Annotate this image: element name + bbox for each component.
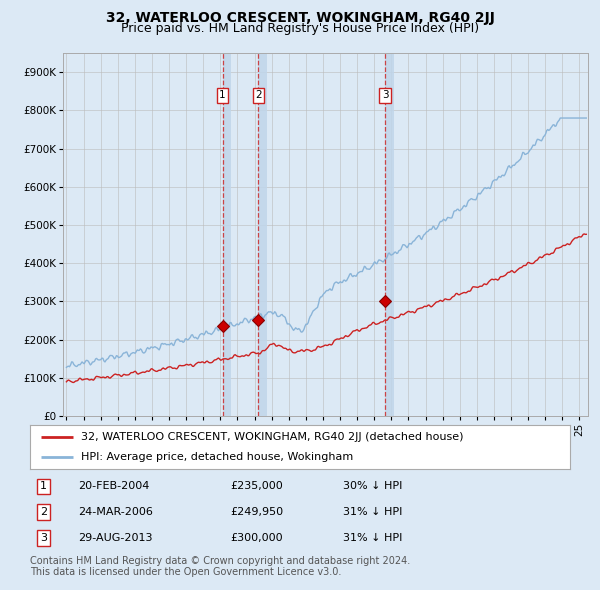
Text: 32, WATERLOO CRESCENT, WOKINGHAM, RG40 2JJ (detached house): 32, WATERLOO CRESCENT, WOKINGHAM, RG40 2… xyxy=(82,432,464,442)
Text: HPI: Average price, detached house, Wokingham: HPI: Average price, detached house, Woki… xyxy=(82,452,353,462)
Text: 1: 1 xyxy=(40,481,47,491)
Text: 3: 3 xyxy=(40,533,47,543)
Text: 2: 2 xyxy=(40,507,47,517)
Bar xyxy=(223,53,231,416)
Text: 2: 2 xyxy=(255,90,262,100)
Text: 24-MAR-2006: 24-MAR-2006 xyxy=(79,507,154,517)
Text: Price paid vs. HM Land Registry's House Price Index (HPI): Price paid vs. HM Land Registry's House … xyxy=(121,22,479,35)
Text: 30% ↓ HPI: 30% ↓ HPI xyxy=(343,481,403,491)
Text: 32, WATERLOO CRESCENT, WOKINGHAM, RG40 2JJ: 32, WATERLOO CRESCENT, WOKINGHAM, RG40 2… xyxy=(106,11,494,25)
Bar xyxy=(259,53,267,416)
Text: £300,000: £300,000 xyxy=(230,533,283,543)
Text: 20-FEB-2004: 20-FEB-2004 xyxy=(79,481,150,491)
Text: 29-AUG-2013: 29-AUG-2013 xyxy=(79,533,153,543)
Text: 31% ↓ HPI: 31% ↓ HPI xyxy=(343,507,403,517)
Text: £235,000: £235,000 xyxy=(230,481,283,491)
Text: 3: 3 xyxy=(382,90,389,100)
Text: Contains HM Land Registry data © Crown copyright and database right 2024.
This d: Contains HM Land Registry data © Crown c… xyxy=(30,556,410,578)
Text: 1: 1 xyxy=(219,90,226,100)
Text: £249,950: £249,950 xyxy=(230,507,283,517)
Text: 31% ↓ HPI: 31% ↓ HPI xyxy=(343,533,403,543)
Bar xyxy=(385,53,394,416)
